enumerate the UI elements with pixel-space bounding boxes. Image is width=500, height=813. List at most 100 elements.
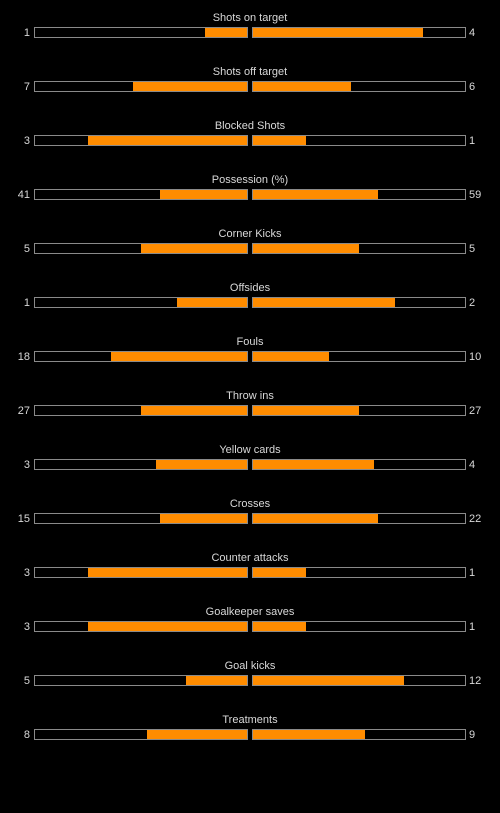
away-bar xyxy=(252,243,466,254)
home-value: 5 xyxy=(23,243,30,255)
away-bar xyxy=(252,189,466,200)
stat-label: Counter attacks xyxy=(211,552,289,564)
home-value: 8 xyxy=(23,729,30,741)
away-bar xyxy=(252,351,466,362)
stat-row-counter-attacks: Counter attacks 3 1 xyxy=(0,551,500,605)
away-bar-fill xyxy=(253,352,330,361)
stat-row-throw-ins: Throw ins 27 27 xyxy=(0,389,500,443)
stat-row-shots-off-target: Shots off target 7 6 xyxy=(0,65,500,119)
away-bar-fill xyxy=(253,406,359,415)
home-value: 3 xyxy=(23,459,30,471)
home-bar-fill xyxy=(88,568,247,577)
home-bar-fill xyxy=(177,298,247,307)
away-value: 4 xyxy=(469,27,476,39)
home-bar xyxy=(34,729,248,740)
stat-row-goal-kicks: Goal kicks 5 12 xyxy=(0,659,500,713)
away-bar-fill xyxy=(253,244,359,253)
away-bar-fill xyxy=(253,622,306,631)
away-value: 1 xyxy=(469,135,476,147)
away-value: 9 xyxy=(469,729,476,741)
home-bar xyxy=(34,81,248,92)
home-value: 7 xyxy=(23,81,30,93)
away-value: 1 xyxy=(469,567,476,579)
away-bar xyxy=(252,405,466,416)
away-bar xyxy=(252,459,466,470)
home-bar-fill xyxy=(141,244,247,253)
away-bar xyxy=(252,297,466,308)
stat-row-crosses: Crosses 15 22 xyxy=(0,497,500,551)
home-value: 3 xyxy=(23,567,30,579)
away-bar-fill xyxy=(253,298,396,307)
away-value: 6 xyxy=(469,81,476,93)
away-bar-fill xyxy=(253,676,404,685)
away-bar-fill xyxy=(253,136,306,145)
home-bar xyxy=(34,243,248,254)
stat-label: Shots off target xyxy=(212,66,288,78)
home-value: 5 xyxy=(23,675,30,687)
stat-label: Treatments xyxy=(222,714,278,726)
home-bar xyxy=(34,135,248,146)
home-value: 27 xyxy=(17,405,30,417)
home-bar xyxy=(34,513,248,524)
home-bar-fill xyxy=(88,136,247,145)
home-bar-fill xyxy=(160,514,247,523)
away-bar xyxy=(252,567,466,578)
home-bar-fill xyxy=(141,406,247,415)
home-bar-fill xyxy=(147,730,247,739)
away-bar-fill xyxy=(253,514,379,523)
home-value: 3 xyxy=(23,621,30,633)
stat-row-goalkeeper-saves: Goalkeeper saves 3 1 xyxy=(0,605,500,659)
away-bar xyxy=(252,513,466,524)
home-bar xyxy=(34,459,248,470)
away-value: 22 xyxy=(469,513,482,525)
home-bar-fill xyxy=(204,28,247,37)
away-value: 12 xyxy=(469,675,482,687)
home-value: 1 xyxy=(23,297,30,309)
match-stats-list: Shots on target 1 4 Shots off target 7 6… xyxy=(0,11,500,767)
home-bar xyxy=(34,351,248,362)
stat-label: Throw ins xyxy=(226,390,274,402)
home-bar-fill xyxy=(160,190,247,199)
home-bar xyxy=(34,675,248,686)
away-bar xyxy=(252,135,466,146)
home-bar xyxy=(34,189,248,200)
home-bar-fill xyxy=(155,460,247,469)
home-value: 18 xyxy=(17,351,30,363)
stat-row-yellow-cards: Yellow cards 3 4 xyxy=(0,443,500,497)
home-value: 1 xyxy=(23,27,30,39)
away-bar xyxy=(252,27,466,38)
away-bar-fill xyxy=(253,568,306,577)
away-bar-fill xyxy=(253,28,423,37)
home-bar-fill xyxy=(132,82,247,91)
home-value: 3 xyxy=(23,135,30,147)
away-bar-fill xyxy=(253,82,351,91)
home-bar xyxy=(34,405,248,416)
away-value: 5 xyxy=(469,243,476,255)
away-bar xyxy=(252,81,466,92)
stat-label: Goal kicks xyxy=(224,660,276,672)
stat-row-blocked-shots: Blocked Shots 3 1 xyxy=(0,119,500,173)
stat-label: Shots on target xyxy=(212,12,288,24)
home-value: 15 xyxy=(17,513,30,525)
home-bar-fill xyxy=(185,676,247,685)
stat-label: Offsides xyxy=(229,282,271,294)
stat-label: Blocked Shots xyxy=(214,120,286,132)
stat-label: Goalkeeper saves xyxy=(205,606,295,618)
home-bar xyxy=(34,27,248,38)
stat-label: Possession (%) xyxy=(211,174,289,186)
away-value: 10 xyxy=(469,351,482,363)
stat-row-offsides: Offsides 1 2 xyxy=(0,281,500,335)
home-bar xyxy=(34,621,248,632)
stat-row-corner-kicks: Corner Kicks 5 5 xyxy=(0,227,500,281)
away-bar-fill xyxy=(253,460,374,469)
stat-label: Yellow cards xyxy=(219,444,281,456)
away-value: 1 xyxy=(469,621,476,633)
stat-label: Corner Kicks xyxy=(218,228,282,240)
stat-row-possession: Possession (%) 41 59 xyxy=(0,173,500,227)
home-bar-fill xyxy=(111,352,247,361)
away-bar-fill xyxy=(253,190,379,199)
home-bar xyxy=(34,567,248,578)
stat-row-treatments: Treatments 8 9 xyxy=(0,713,500,767)
away-value: 2 xyxy=(469,297,476,309)
stat-label: Crosses xyxy=(229,498,271,510)
